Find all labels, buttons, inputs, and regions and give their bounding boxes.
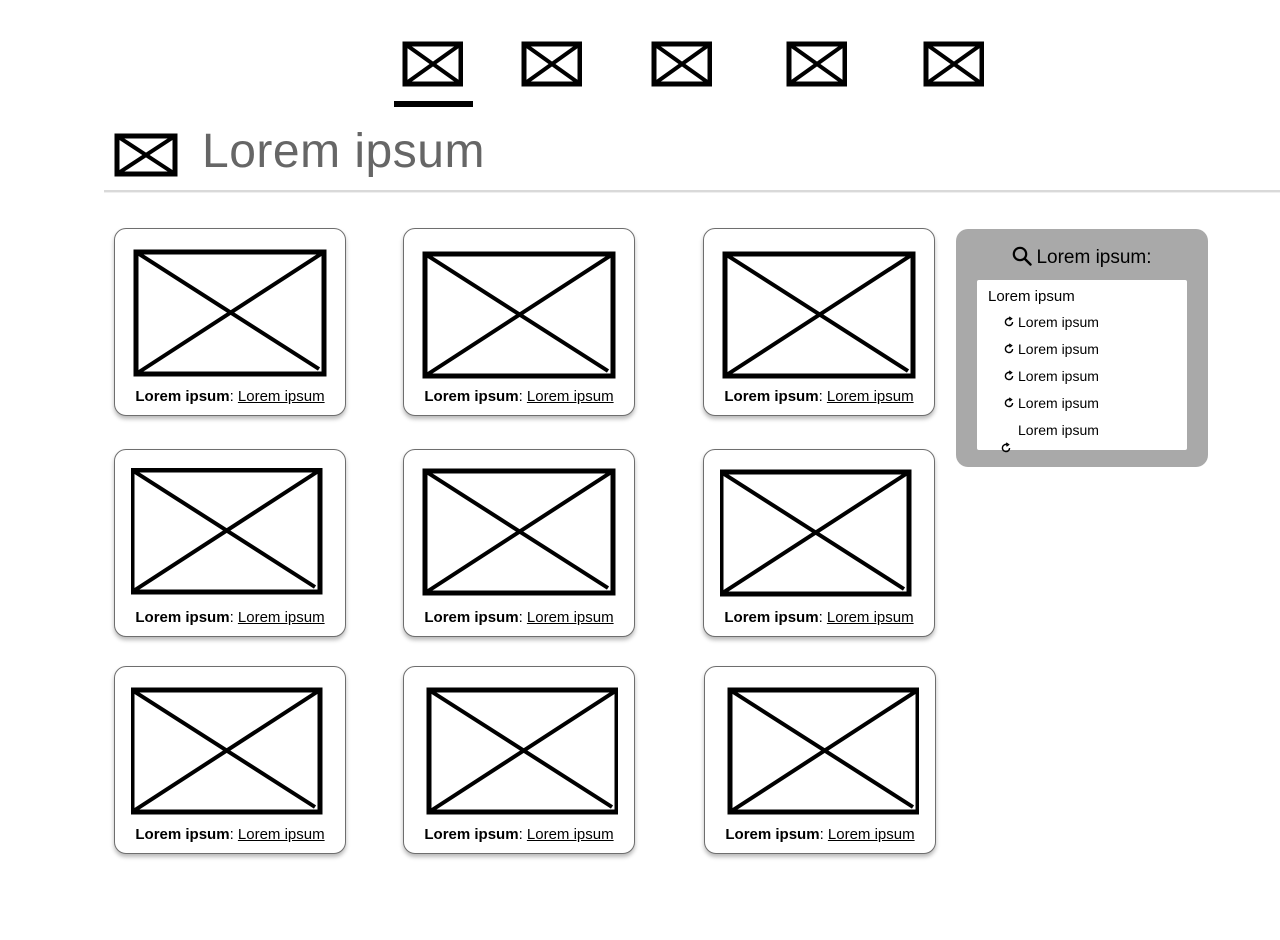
card[interactable]: Lorem ipsum: Lorem ipsum [403, 449, 635, 637]
image-placeholder-icon [131, 468, 323, 595]
card-caption: Lorem ipsum: Lorem ipsum [135, 609, 325, 626]
nav-item-5[interactable] [922, 40, 984, 88]
search-icon[interactable] [1012, 246, 1033, 266]
image-placeholder-icon [114, 133, 178, 177]
nav-item-2[interactable] [520, 40, 582, 88]
card-link[interactable]: Lorem ipsum [237, 826, 325, 843]
refresh-icon[interactable] [1003, 397, 1015, 409]
card-link[interactable]: Lorem ipsum [826, 609, 914, 626]
image-placeholder-icon [422, 251, 616, 379]
image-placeholder-icon [131, 687, 323, 815]
card[interactable]: Lorem ipsum: Lorem ipsum [114, 228, 346, 416]
image-placeholder-icon [651, 41, 712, 87]
card-label: Lorem ipsum [135, 388, 230, 405]
header-divider [104, 190, 1280, 193]
search-heading-label: Lorem ipsum: [1036, 247, 1152, 268]
image-placeholder-icon [727, 687, 919, 815]
image-placeholder-icon [722, 251, 916, 379]
card-link[interactable]: Lorem ipsum [526, 388, 614, 405]
search-list-item[interactable]: Lorem ipsum [1018, 422, 1099, 438]
refresh-icon[interactable] [1000, 442, 1012, 454]
nav-item-4[interactable] [785, 40, 847, 88]
search-list-item[interactable]: Lorem ipsum [1018, 368, 1099, 384]
refresh-icon[interactable] [1003, 343, 1015, 355]
search-panel: Lorem ipsum: Lorem ipsum Lorem ipsum Lor… [956, 229, 1208, 467]
card[interactable]: Lorem ipsum: Lorem ipsum [114, 666, 346, 854]
card-caption: Lorem ipsum: Lorem ipsum [424, 609, 614, 626]
image-placeholder-icon [923, 41, 984, 87]
nav-item-3[interactable] [650, 40, 712, 88]
page-title: Lorem ipsum [202, 125, 485, 178]
search-heading: Lorem ipsum: [956, 246, 1208, 269]
search-list-item[interactable]: Lorem ipsum [1018, 395, 1099, 411]
image-placeholder-icon [426, 687, 618, 815]
active-tab-indicator [394, 101, 473, 107]
image-placeholder-icon [422, 468, 616, 596]
card-link[interactable]: Lorem ipsum [526, 826, 614, 843]
card-caption: Lorem ipsum: Lorem ipsum [724, 388, 914, 405]
image-placeholder-icon [786, 41, 847, 87]
card-link[interactable]: Lorem ipsum [826, 388, 914, 405]
image-placeholder-icon [720, 469, 912, 597]
card[interactable]: Lorem ipsum: Lorem ipsum [704, 666, 936, 854]
card-caption: Lorem ipsum: Lorem ipsum [725, 826, 915, 843]
card-caption: Lorem ipsum: Lorem ipsum [424, 388, 614, 405]
card-caption: Lorem ipsum: Lorem ipsum [724, 609, 914, 626]
card-link[interactable]: Lorem ipsum [526, 609, 614, 626]
card[interactable]: Lorem ipsum: Lorem ipsum [703, 228, 935, 416]
search-results-list[interactable]: Lorem ipsum Lorem ipsum Lorem ipsum Lore… [977, 280, 1187, 453]
card-label: Lorem ipsum [424, 826, 519, 843]
image-placeholder-icon [521, 41, 582, 87]
card[interactable]: Lorem ipsum: Lorem ipsum [114, 449, 346, 637]
refresh-icon[interactable] [1003, 370, 1015, 382]
refresh-icon[interactable] [1003, 316, 1015, 328]
card[interactable]: Lorem ipsum: Lorem ipsum [703, 449, 935, 637]
card-link[interactable]: Lorem ipsum [827, 826, 915, 843]
image-placeholder-icon [133, 249, 327, 377]
image-placeholder-icon [402, 41, 463, 87]
card-label: Lorem ipsum [135, 609, 230, 626]
card-label: Lorem ipsum [424, 388, 519, 405]
nav-item-1[interactable] [401, 40, 463, 88]
card-link[interactable]: Lorem ipsum [237, 609, 325, 626]
card-caption: Lorem ipsum: Lorem ipsum [135, 388, 325, 405]
search-list-item[interactable]: Lorem ipsum [1018, 341, 1099, 357]
card-caption: Lorem ipsum: Lorem ipsum [135, 826, 325, 843]
card-label: Lorem ipsum [724, 388, 819, 405]
card-label: Lorem ipsum [724, 609, 819, 626]
search-list-root: Lorem ipsum [988, 288, 1075, 305]
card-caption: Lorem ipsum: Lorem ipsum [424, 826, 614, 843]
card[interactable]: Lorem ipsum: Lorem ipsum [403, 228, 635, 416]
card-link[interactable]: Lorem ipsum [237, 388, 325, 405]
card-label: Lorem ipsum [424, 609, 519, 626]
card[interactable]: Lorem ipsum: Lorem ipsum [403, 666, 635, 854]
search-list-item[interactable]: Lorem ipsum [1018, 314, 1099, 330]
card-label: Lorem ipsum [725, 826, 820, 843]
card-label: Lorem ipsum [135, 826, 230, 843]
